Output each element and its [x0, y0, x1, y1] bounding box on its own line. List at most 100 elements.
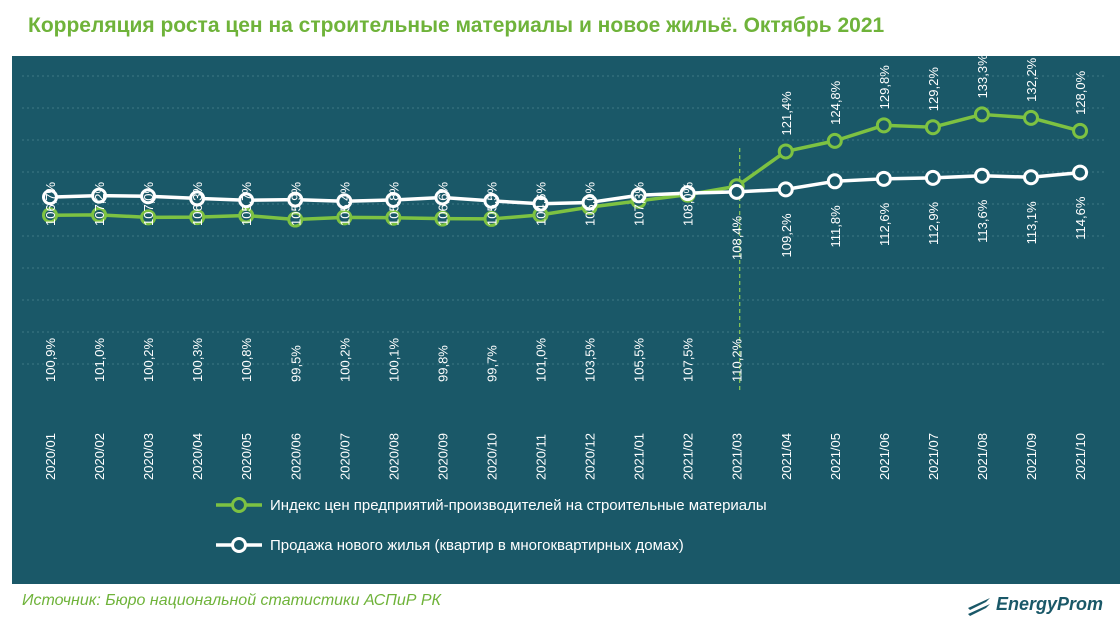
x-tick-label: 2021/08 — [975, 433, 990, 480]
x-tick-label: 2020/08 — [386, 433, 401, 480]
green-data-label: 105,5% — [632, 337, 647, 382]
new-housing-sales-point — [1072, 164, 1089, 181]
construction-price-index-point — [385, 209, 402, 226]
green-data-label: 100,8% — [239, 337, 254, 382]
white-data-label: 109,2% — [779, 213, 794, 258]
legend-label: Продажа нового жилья (квартир в многоква… — [270, 537, 684, 554]
new-housing-sales-point — [42, 189, 58, 206]
green-data-label: 101,0% — [534, 337, 549, 382]
new-housing-sales-point — [973, 167, 990, 184]
new-housing-sales-point — [140, 188, 157, 205]
white-data-label: 112,6% — [877, 202, 892, 246]
green-data-label: 132,2% — [1024, 57, 1039, 102]
series-lines — [49, 112, 1081, 222]
green-data-label: 101,0% — [92, 337, 107, 382]
legend-swatch-marker — [231, 497, 247, 513]
new-housing-sales-point — [679, 185, 696, 202]
white-data-label: 104,6% — [534, 181, 549, 226]
new-housing-sales-point — [287, 191, 304, 208]
green-data-label: 99,5% — [288, 345, 303, 382]
brand: EnergyProm — [966, 590, 1103, 618]
new-housing-sales-point — [336, 193, 353, 210]
white-data-label: 106,7% — [43, 181, 58, 226]
x-tick-label: 2020/07 — [337, 433, 352, 480]
x-tick-label: 2020/12 — [583, 433, 598, 480]
white-data-label: 105,7% — [239, 181, 254, 226]
x-tick-label: 2021/07 — [926, 433, 941, 480]
green-data-label: 100,1% — [386, 337, 401, 382]
construction-price-index-point — [91, 206, 108, 223]
energyprom-logo-icon — [968, 598, 990, 616]
new-housing-sales-point — [826, 173, 843, 190]
green-data-label: 99,8% — [435, 345, 450, 382]
chart-title: Корреляция роста цен на строительные мат… — [28, 14, 885, 37]
construction-price-index-point — [826, 132, 843, 149]
green-data-label: 133,3% — [975, 56, 990, 98]
green-data-label: 100,3% — [190, 337, 205, 382]
x-tick-label: 2021/09 — [1024, 433, 1039, 480]
x-tick-label: 2021/05 — [828, 433, 843, 480]
white-data-label: 114,6% — [1073, 196, 1088, 240]
new-housing-sales-point — [728, 183, 745, 200]
x-tick-label: 2021/01 — [632, 433, 647, 480]
new-housing-sales-point — [1023, 169, 1039, 186]
legend: Индекс цен предприятий-производителей на… — [216, 497, 767, 554]
construction-price-index-point — [42, 207, 58, 224]
construction-price-index-point — [973, 106, 990, 123]
new-housing-sales-point — [483, 192, 500, 209]
new-housing-sales-point — [630, 187, 647, 204]
construction-price-index-point — [875, 117, 892, 134]
title-bar: Корреляция роста цен на строительные мат… — [0, 0, 1120, 56]
x-tick-label: 2020/05 — [239, 433, 254, 480]
green-data-label: 99,7% — [484, 345, 499, 382]
white-data-label: 107,3% — [632, 181, 647, 226]
series-points — [42, 106, 1089, 228]
white-data-label: 105,5% — [484, 181, 499, 226]
new-housing-sales-point — [875, 170, 892, 187]
construction-price-index-point — [336, 209, 353, 226]
white-data-label: 113,6% — [975, 199, 990, 243]
green-data-label: 128,0% — [1073, 70, 1088, 115]
green-data-label: 124,8% — [828, 80, 843, 125]
construction-price-index-point — [1072, 122, 1089, 139]
construction-price-index-point — [189, 209, 206, 226]
x-tick-label: 2021/03 — [730, 433, 745, 480]
x-tick-label: 2021/04 — [779, 433, 794, 480]
new-housing-sales-point — [189, 190, 206, 207]
legend-item-construction-index: Индекс цен предприятий-производителей на… — [216, 497, 767, 514]
white-data-label: 107,2% — [92, 181, 107, 226]
construction-price-index-point — [287, 211, 304, 228]
green-data-label: 129,2% — [926, 67, 941, 112]
green-data-label: 103,5% — [583, 337, 598, 382]
construction-price-index-point — [1023, 109, 1039, 126]
new-housing-sales-point — [777, 181, 794, 198]
construction-price-index-point — [924, 119, 941, 136]
white-data-label: 108,0% — [681, 181, 696, 226]
white-data-label: 108,4% — [730, 215, 745, 260]
x-tick-label: 2020/10 — [484, 433, 499, 480]
construction-price-index-point — [140, 209, 157, 226]
chart-panel: 100,9% 106,7% 101,0% 107,2% 100,2% 107,0% 100,… — [12, 56, 1120, 584]
construction-price-index-point — [434, 210, 451, 227]
source-note: Источник: Бюро национальной статистики А… — [22, 592, 441, 609]
white-data-label: 105,8% — [386, 181, 401, 226]
new-housing-sales-point — [434, 189, 451, 206]
gridlines — [22, 75, 1104, 365]
green-data-label: 100,9% — [43, 337, 58, 382]
x-tick-label: 2021/02 — [681, 433, 696, 480]
new-housing-sales-point — [91, 187, 108, 204]
new-housing-sales-point — [385, 191, 402, 208]
legend-label: Индекс цен предприятий-производителей на… — [270, 497, 767, 514]
x-tick-label: 2020/06 — [288, 433, 303, 480]
green-data-label: 100,2% — [337, 337, 352, 382]
construction-price-index-point — [777, 143, 794, 160]
footer: Источник: Бюро национальной статистики А… — [0, 584, 1120, 624]
line-chart: 100,9% 106,7% 101,0% 107,2% 100,2% 107,0% 100,… — [22, 56, 1104, 554]
new-housing-sales-point — [238, 192, 255, 209]
brand-name: EnergyProm — [996, 593, 1104, 614]
white-data-label: 112,9% — [926, 201, 941, 245]
new-housing-sales-line — [49, 170, 1081, 206]
new-housing-sales-point — [581, 194, 598, 211]
white-data-label: 105,9% — [288, 181, 303, 226]
x-tick-label: 2021/06 — [877, 433, 892, 480]
